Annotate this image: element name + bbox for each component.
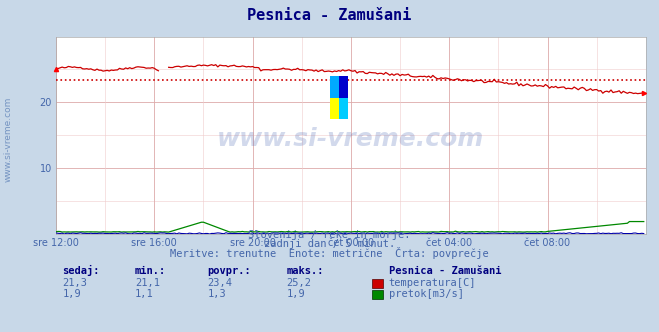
- Text: temperatura[C]: temperatura[C]: [389, 278, 476, 288]
- Text: Pesnica - Zamušani: Pesnica - Zamušani: [247, 8, 412, 23]
- Bar: [339, 98, 348, 120]
- Text: povpr.:: povpr.:: [208, 266, 251, 276]
- Text: sedaj:: sedaj:: [63, 265, 100, 276]
- Text: zadnji dan / 5 minut.: zadnji dan / 5 minut.: [264, 239, 395, 249]
- Text: 23,4: 23,4: [208, 278, 233, 288]
- Text: 21,1: 21,1: [135, 278, 160, 288]
- Text: 1,9: 1,9: [63, 289, 81, 299]
- Text: 1,9: 1,9: [287, 289, 305, 299]
- Text: 1,1: 1,1: [135, 289, 154, 299]
- Text: www.si-vreme.com: www.si-vreme.com: [3, 97, 13, 182]
- Bar: [339, 76, 348, 98]
- Bar: [330, 98, 339, 120]
- Text: maks.:: maks.:: [287, 266, 324, 276]
- Text: Meritve: trenutne  Enote: metrične  Črta: povprečje: Meritve: trenutne Enote: metrične Črta: …: [170, 247, 489, 259]
- Text: Slovenija / reke in morje.: Slovenija / reke in morje.: [248, 230, 411, 240]
- Bar: [330, 76, 339, 98]
- Text: www.si-vreme.com: www.si-vreme.com: [217, 127, 484, 151]
- Text: 25,2: 25,2: [287, 278, 312, 288]
- Text: 1,3: 1,3: [208, 289, 226, 299]
- Text: pretok[m3/s]: pretok[m3/s]: [389, 289, 464, 299]
- Text: min.:: min.:: [135, 266, 166, 276]
- Text: Pesnica - Zamušani: Pesnica - Zamušani: [389, 266, 501, 276]
- Text: 21,3: 21,3: [63, 278, 88, 288]
